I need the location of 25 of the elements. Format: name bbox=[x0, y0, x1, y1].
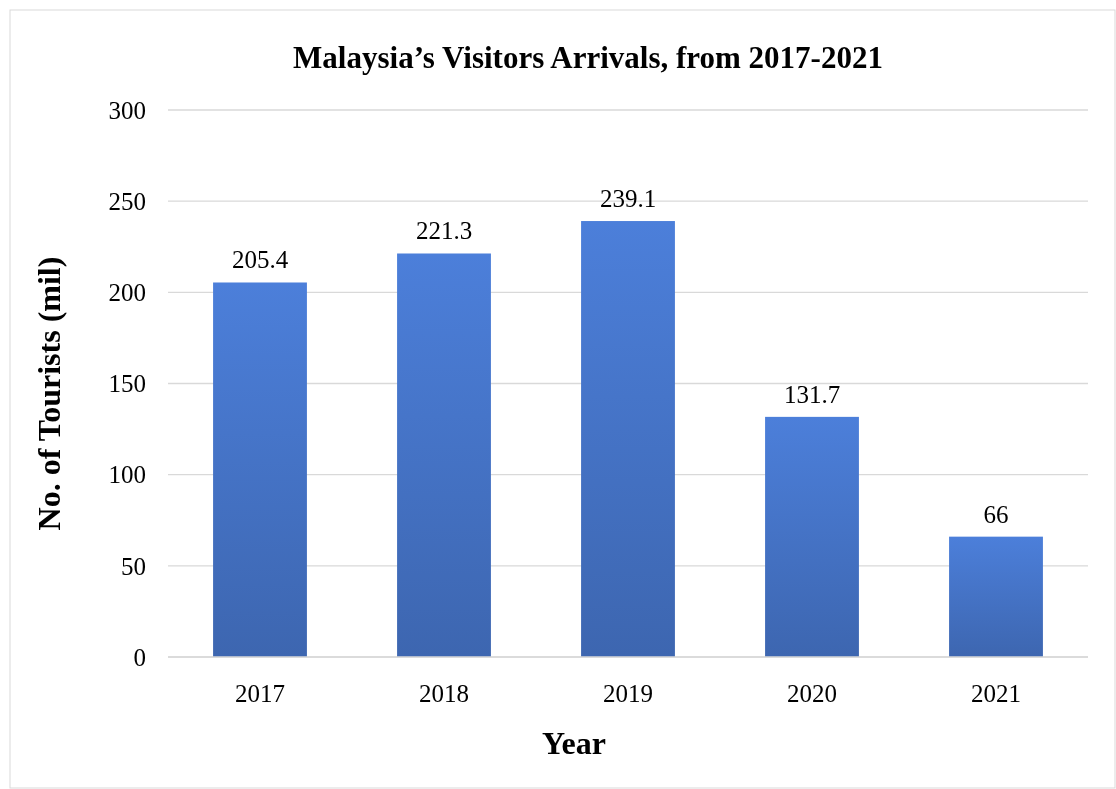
y-tick-label: 300 bbox=[108, 96, 146, 124]
y-tick-label: 50 bbox=[121, 552, 146, 580]
data-label: 131.7 bbox=[783, 380, 841, 408]
y-tick-label: 100 bbox=[108, 461, 146, 489]
bar bbox=[581, 221, 675, 657]
bar bbox=[765, 416, 859, 657]
x-tick-label: 2018 bbox=[419, 680, 469, 707]
x-tick-label: 2017 bbox=[235, 680, 285, 707]
y-tick-label: 0 bbox=[133, 643, 146, 671]
y-tick-label: 250 bbox=[108, 187, 146, 215]
x-tick-label: 2019 bbox=[603, 680, 653, 707]
bar bbox=[949, 536, 1043, 657]
chart-title: Malaysia’s Visitors Arrivals, from 2017-2021 bbox=[293, 40, 883, 75]
x-tick-label: 2020 bbox=[787, 680, 837, 707]
y-tick-label: 150 bbox=[108, 370, 146, 398]
data-label: 239.1 bbox=[599, 185, 657, 213]
x-axis-title: Year bbox=[542, 725, 606, 761]
data-label: 66 bbox=[983, 500, 1009, 528]
data-label: 205.4 bbox=[231, 246, 289, 274]
y-tick-label: 200 bbox=[108, 279, 146, 307]
x-tick-label: 2021 bbox=[971, 680, 1021, 707]
y-axis-title: No. of Tourists (mil) bbox=[31, 256, 67, 531]
bar bbox=[397, 253, 491, 657]
data-label: 221.3 bbox=[415, 217, 473, 245]
bar bbox=[213, 282, 307, 657]
